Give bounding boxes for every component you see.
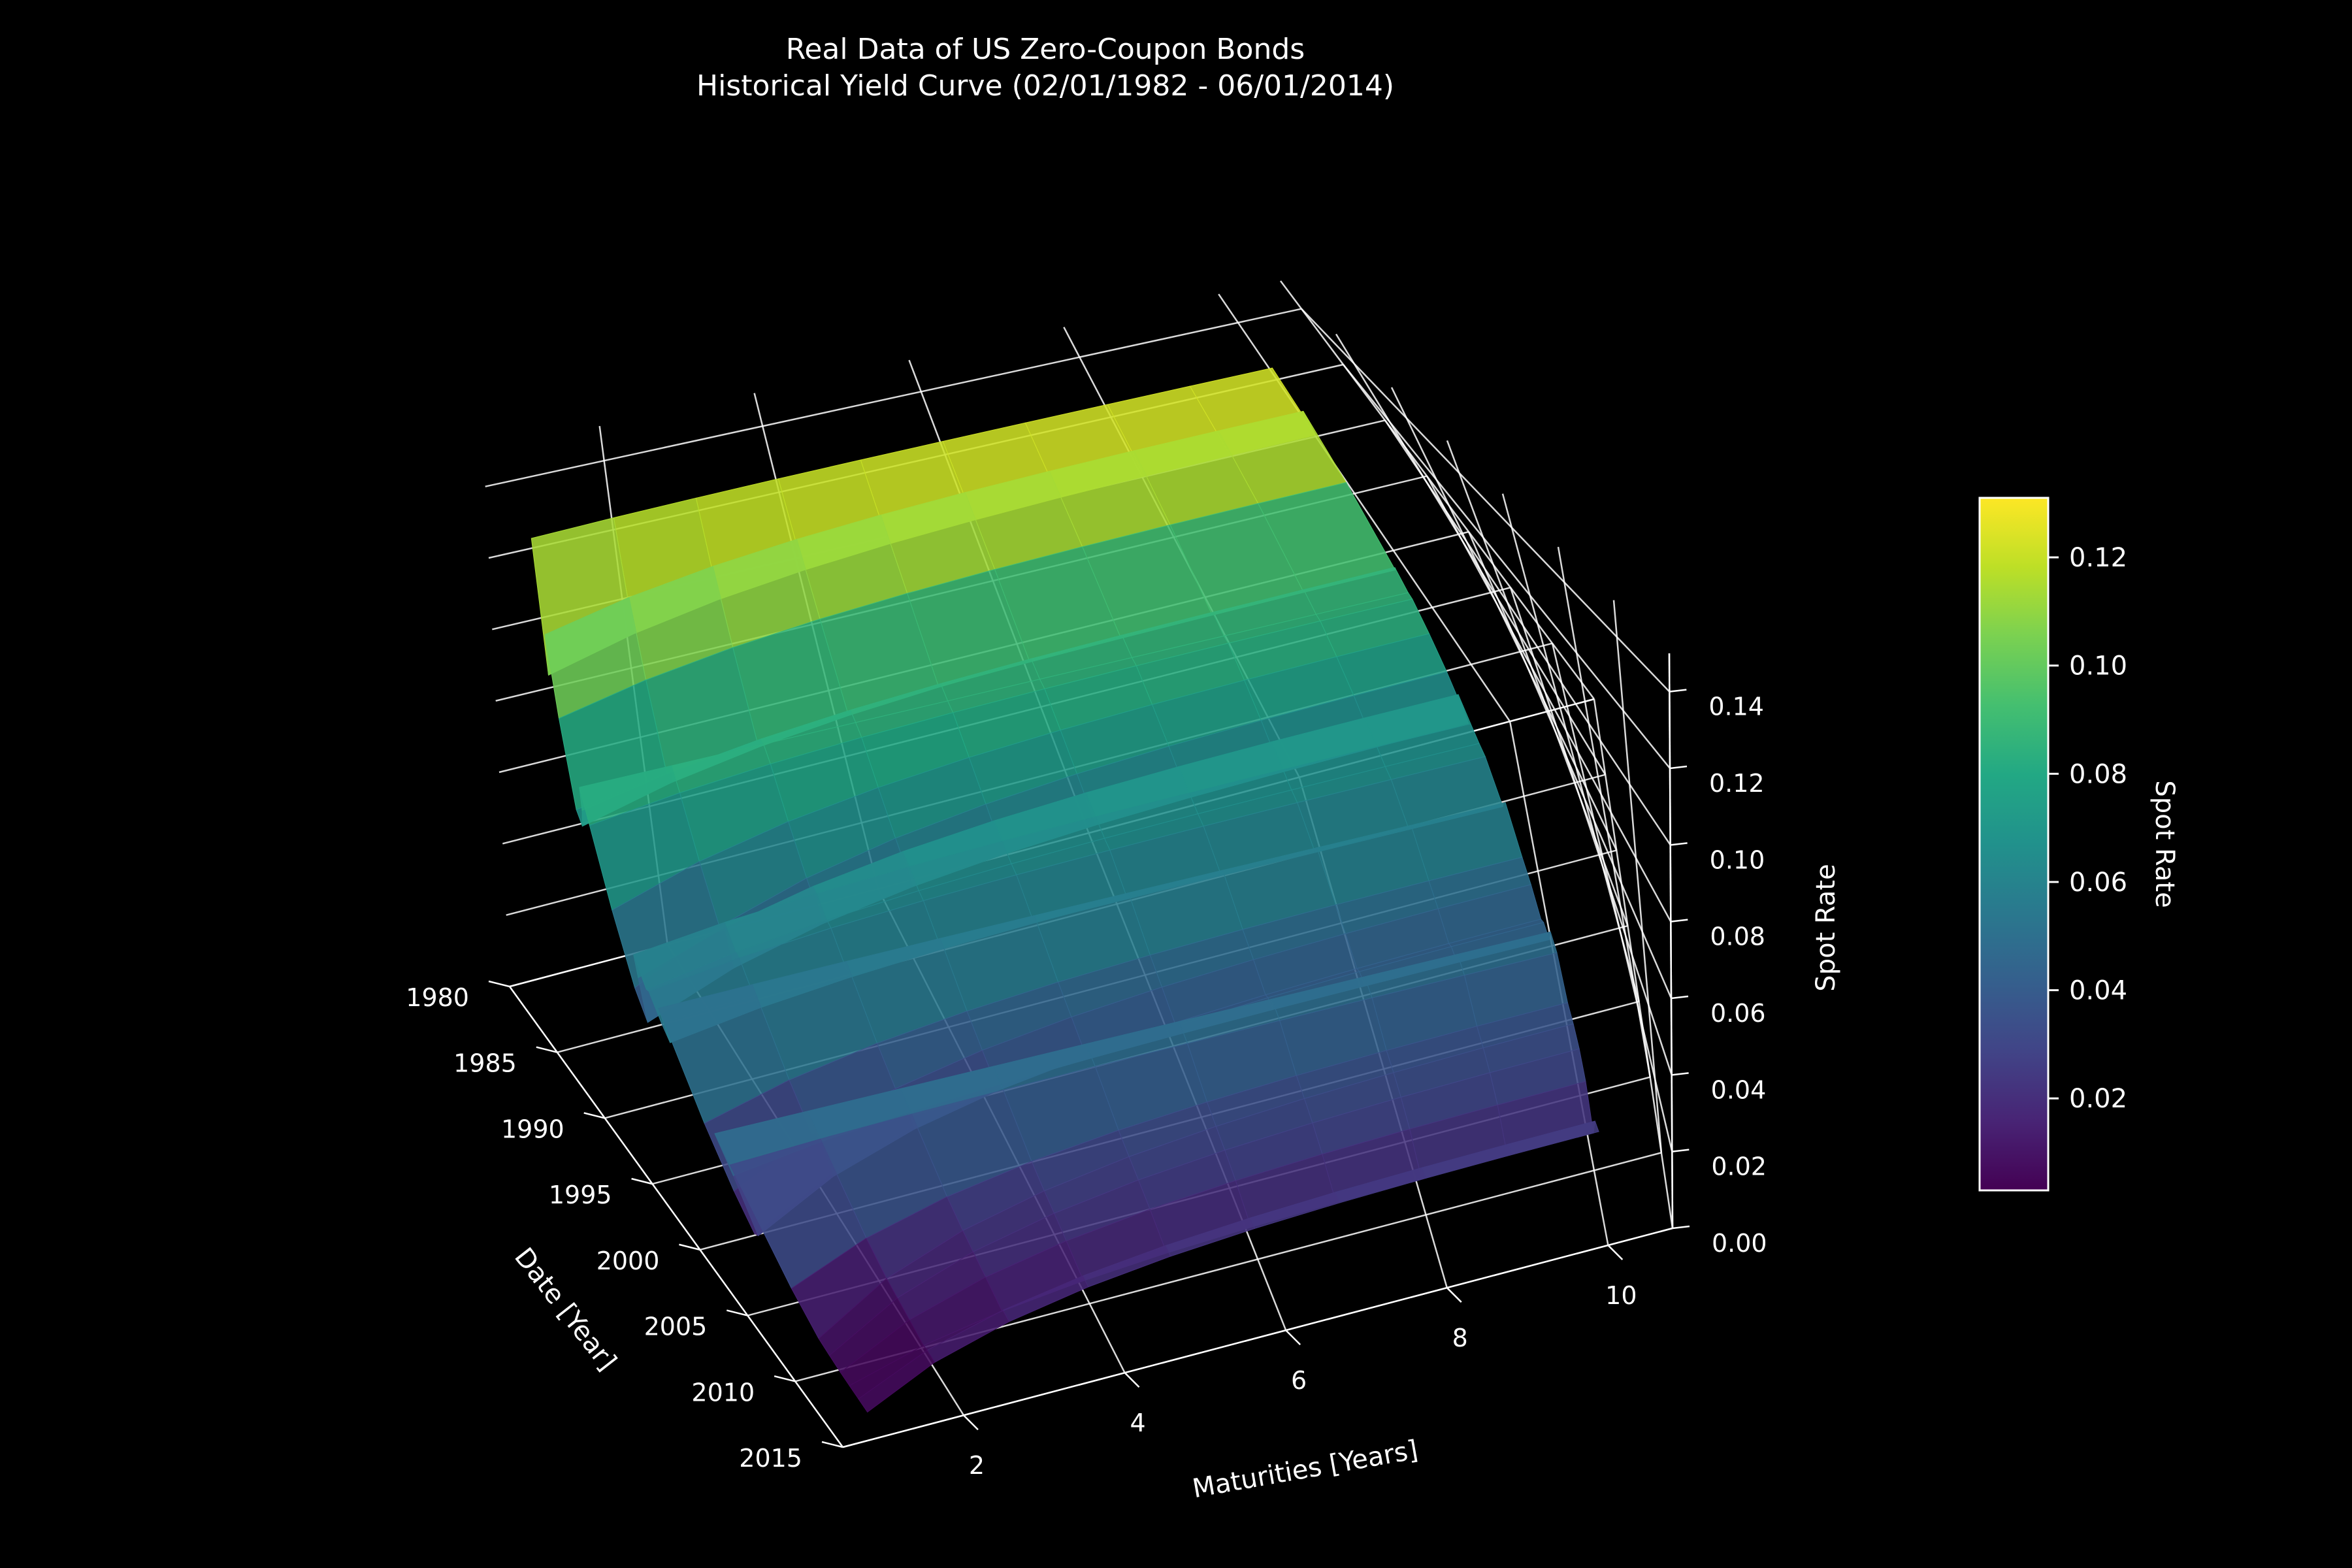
rate-tick (1672, 1149, 1690, 1152)
date-tick-label: 1990 (501, 1115, 564, 1143)
rate-tick (1671, 1072, 1689, 1076)
rate-tick-label: 0.12 (1709, 769, 1765, 798)
colorbar-gradient (1978, 497, 2050, 1192)
back-pane (1281, 281, 1673, 1228)
chart-title: Real Data of US Zero-Coupon Bonds (785, 33, 1305, 66)
rate-tick-label: 0.00 (1712, 1229, 1767, 1258)
axes-panes (1281, 281, 1673, 1228)
date-tick (536, 1046, 558, 1053)
rate-tick-label: 0.10 (1710, 845, 1765, 874)
rate-tick (1670, 842, 1688, 846)
grid-line (1593, 698, 1674, 1229)
date-tick-label: 2000 (596, 1247, 660, 1275)
colorbar-tick-label: 0.12 (2069, 543, 2127, 573)
maturity-tick (1607, 1245, 1624, 1260)
date-tick (631, 1177, 653, 1185)
grid-line (485, 308, 1302, 487)
colorbar-label: Spot Rate (2149, 780, 2180, 907)
rate-tick-label: 0.08 (1710, 923, 1765, 951)
date-tick (679, 1243, 700, 1251)
rate-tick-label: 0.02 (1711, 1152, 1767, 1181)
colorbar-tick-label: 0.10 (2069, 651, 2127, 681)
date-tick-label: 2010 (691, 1378, 755, 1407)
axis-ticks: 1980 1985 1990 1995 2000 2005 2010 2015 2 4 6 8 10 0.… (406, 689, 1767, 1480)
colorbar-tick-label: 0.04 (2069, 976, 2127, 1006)
colorbar-tick-label: 0.02 (2069, 1084, 2127, 1114)
grid-line (1335, 333, 1607, 776)
grid-line (1343, 364, 1671, 769)
grid-line (1218, 293, 1511, 722)
maturity-tick (963, 1414, 979, 1431)
maturity-tick (1285, 1330, 1301, 1346)
rate-tick (1669, 765, 1688, 770)
rate-tick (1669, 689, 1687, 693)
grid-line (1384, 419, 1671, 845)
maturity-tick-label: 10 (1605, 1281, 1637, 1310)
yield-surface (531, 367, 1599, 1413)
maturity-tick-label: 4 (1130, 1409, 1145, 1437)
maturity-tick-label: 2 (969, 1451, 985, 1480)
date-tick-label: 2005 (644, 1313, 708, 1341)
rate-tick (1671, 995, 1689, 1000)
date-tick-label: 2015 (739, 1444, 802, 1473)
chart-subtitle: Historical Yield Curve (02/01/1982 - 06/… (696, 69, 1394, 103)
z-axis-label: Spot Rate (1811, 864, 1841, 991)
maturity-tick (1446, 1287, 1462, 1303)
grid-line (1426, 476, 1672, 923)
maturity-tick (1124, 1372, 1140, 1388)
grid-line (1280, 280, 1595, 700)
colorbar-tick-label: 0.08 (2069, 759, 2127, 789)
date-tick (821, 1441, 843, 1448)
surface-patch (858, 1349, 936, 1413)
maturity-tick-label: 6 (1291, 1366, 1307, 1395)
rate-tick-label: 0.06 (1710, 999, 1766, 1028)
date-tick (774, 1375, 796, 1382)
grid-line (1301, 308, 1671, 693)
grid-line (1557, 546, 1651, 1077)
maturity-tick-label: 8 (1452, 1324, 1468, 1352)
rate-axis-line (1668, 653, 1674, 1229)
date-tick-label: 1985 (453, 1049, 517, 1078)
date-tick (488, 980, 510, 988)
colorbar-tick-label: 0.06 (2069, 868, 2127, 898)
colorbar: 0.02 0.04 0.06 0.08 0.10 0.12 Spot Rate (1978, 497, 2180, 1192)
date-axis-line (508, 986, 844, 1448)
grid-line (1612, 600, 1663, 1153)
axes-lines (508, 653, 1674, 1448)
x-axis-label: Maturities [Years] (1190, 1435, 1420, 1504)
date-tick (583, 1112, 606, 1119)
grid-line (1467, 531, 1673, 999)
grid-line (1509, 587, 1673, 1075)
rate-tick (1671, 919, 1688, 923)
rate-tick-label: 0.04 (1711, 1075, 1767, 1104)
date-tick-label: 1980 (406, 983, 469, 1012)
date-tick (726, 1309, 748, 1316)
rate-tick-label: 0.14 (1708, 693, 1764, 721)
rate-tick (1672, 1225, 1690, 1230)
maturity-axis-line (842, 1227, 1673, 1448)
date-tick-label: 1995 (549, 1181, 612, 1209)
